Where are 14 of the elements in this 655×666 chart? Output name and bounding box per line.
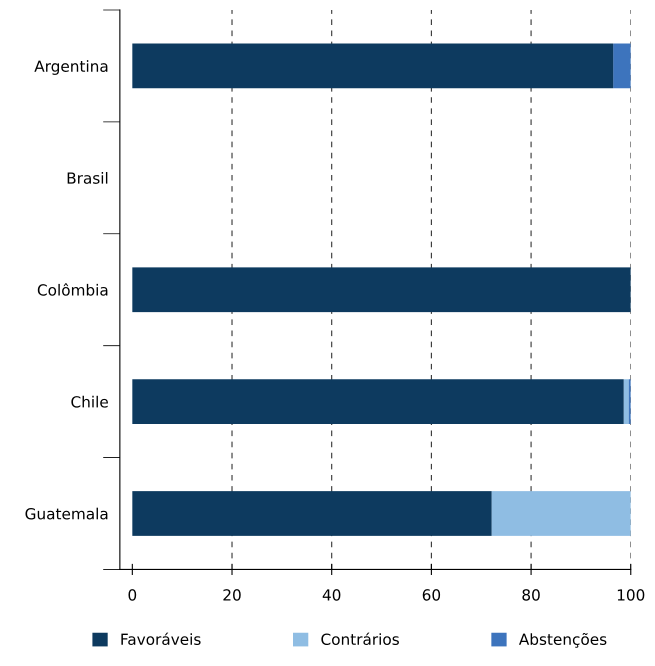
- y-tick-label: Argentina: [34, 60, 108, 75]
- x-tick-label: 40: [322, 589, 340, 601]
- y-tick-label: Colômbia: [38, 283, 108, 296]
- x-tick-label: 60: [422, 589, 440, 601]
- x-tick-label: 0: [128, 589, 136, 601]
- y-tick-label: Guatemala: [25, 508, 108, 520]
- y-tick-label: Brasil: [68, 172, 108, 184]
- legend-label: Abstenções: [518, 632, 606, 648]
- x-tick-label: 100: [618, 589, 644, 601]
- y-tick-label: Chile: [71, 396, 108, 408]
- legend-label: Favoráveis: [121, 632, 201, 646]
- x-tick-label: 20: [223, 589, 241, 601]
- x-tick-label: 80: [522, 589, 540, 601]
- legend-label: Contrários: [321, 632, 399, 646]
